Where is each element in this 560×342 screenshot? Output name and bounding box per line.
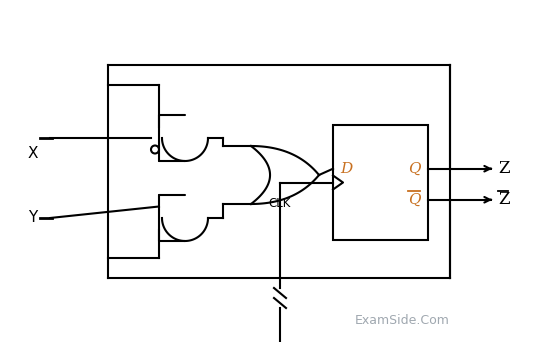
Text: Z: Z [498,191,510,208]
Text: Q: Q [408,162,420,176]
Bar [333,125,428,240]
Text: Y: Y [28,210,38,225]
Text: ExamSide.Com: ExamSide.Com [355,314,450,327]
Text: Q: Q [408,193,420,207]
Text: D: D [340,162,352,176]
Text: X: X [28,145,39,160]
Text: Z: Z [498,160,510,177]
Text: CLK: CLK [269,197,291,210]
